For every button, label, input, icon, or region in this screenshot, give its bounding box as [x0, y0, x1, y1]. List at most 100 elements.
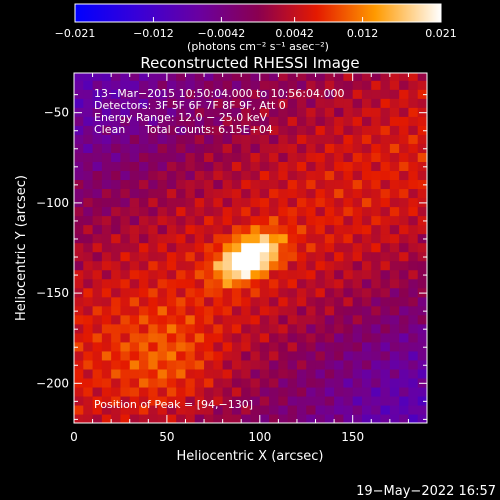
heatmap-cell	[315, 80, 326, 90]
heatmap-cell	[371, 107, 382, 117]
heatmap-cell	[111, 89, 122, 99]
heatmap-cell	[361, 206, 372, 217]
heatmap-cell	[315, 224, 326, 235]
heatmap-cell	[74, 377, 84, 388]
heatmap-cell	[83, 386, 94, 397]
heatmap-cell	[361, 314, 372, 325]
heatmap-image	[74, 73, 427, 423]
heatmap-cell	[324, 314, 335, 325]
heatmap-cell	[259, 377, 270, 388]
heatmap-cell	[204, 197, 214, 208]
heatmap-cell	[194, 233, 205, 244]
heatmap-cell	[157, 179, 168, 190]
heatmap-cell	[250, 215, 261, 226]
heatmap-cell	[371, 377, 382, 388]
heatmap-cell	[129, 341, 140, 352]
heatmap-cell	[352, 296, 363, 307]
heatmap-cell	[296, 386, 307, 397]
heatmap-cell	[101, 233, 112, 244]
heatmap-cell	[92, 116, 103, 126]
heatmap-cell	[157, 73, 168, 81]
heatmap-cell	[241, 233, 252, 244]
heatmap-cell	[343, 332, 354, 343]
heatmap-cell	[352, 305, 363, 316]
heatmap-cell	[287, 413, 298, 423]
heatmap-cell	[389, 305, 400, 316]
heatmap-cell	[213, 305, 224, 316]
heatmap-cell	[231, 350, 242, 361]
heatmap-cell	[324, 107, 335, 117]
heatmap-cell	[315, 332, 326, 343]
heatmap-cell	[380, 278, 391, 289]
heatmap-cell	[241, 215, 252, 226]
heatmap-cell	[306, 116, 317, 126]
heatmap-cell	[74, 395, 84, 406]
heatmap-cell	[176, 260, 187, 271]
heatmap-cell	[408, 395, 419, 406]
detectors-label: Detectors: 3F 5F 6F 7F 8F 9F, Att 0	[94, 99, 286, 112]
heatmap-cell	[166, 197, 177, 208]
heatmap-cell	[315, 395, 326, 406]
heatmap-cell	[166, 404, 177, 415]
heatmap-cell	[139, 404, 149, 415]
heatmap-cell	[222, 296, 233, 307]
heatmap-cell	[185, 107, 196, 117]
heatmap-cell	[241, 368, 252, 379]
heatmap-cell	[361, 224, 372, 235]
heatmap-cell	[231, 73, 242, 81]
heatmap-cell	[380, 98, 391, 108]
heatmap-cell	[380, 350, 391, 361]
heatmap-cell	[296, 188, 307, 199]
heatmap-cell	[204, 332, 214, 343]
heatmap-cell	[213, 206, 224, 217]
heatmap-cell	[185, 89, 196, 99]
heatmap-cell	[120, 107, 131, 117]
heatmap-cell	[139, 116, 149, 126]
heatmap-cell	[157, 314, 168, 325]
heatmap-cell	[139, 305, 149, 316]
heatmap-cell	[83, 242, 94, 253]
heatmap-cell	[259, 134, 270, 144]
heatmap-cell	[213, 215, 224, 226]
heatmap-cell	[241, 251, 252, 262]
heatmap-cell	[92, 233, 103, 244]
heatmap-cell	[417, 278, 427, 289]
heatmap-cell	[120, 215, 131, 226]
heatmap-cell	[343, 269, 354, 280]
heatmap-cell	[148, 161, 159, 172]
heatmap-cell	[120, 386, 131, 397]
heatmap-cell	[352, 323, 363, 334]
heatmap-cell	[213, 125, 224, 135]
heatmap-cell	[371, 152, 382, 162]
heatmap-cell	[241, 80, 252, 90]
heatmap-cell	[278, 395, 289, 406]
heatmap-cell	[408, 332, 419, 343]
heatmap-cell	[185, 287, 196, 298]
heatmap-cell	[334, 233, 344, 244]
heatmap-cell	[324, 161, 335, 172]
heatmap-cell	[222, 350, 233, 361]
heatmap-cell	[157, 233, 168, 244]
heatmap-cell	[287, 287, 298, 298]
heatmap-cell	[408, 251, 419, 262]
heatmap-cell	[408, 359, 419, 370]
heatmap-cell	[213, 134, 224, 144]
heatmap-cell	[371, 188, 382, 199]
heatmap-cell	[241, 179, 252, 190]
heatmap-cell	[417, 395, 427, 406]
heatmap-cell	[250, 242, 261, 253]
heatmap-cell	[278, 152, 289, 162]
heatmap-cell	[231, 242, 242, 253]
heatmap-cell	[269, 170, 279, 181]
heatmap-cell	[92, 386, 103, 397]
heatmap-cell	[278, 188, 289, 199]
heatmap-cell	[306, 179, 317, 190]
heatmap-cell	[343, 179, 354, 190]
heatmap-cell	[296, 377, 307, 388]
heatmap-cell	[361, 80, 372, 90]
heatmap-cell	[139, 98, 149, 108]
heatmap-cell	[111, 395, 122, 406]
heatmap-cell	[315, 350, 326, 361]
heatmap-cell	[250, 395, 261, 406]
x-tick-label: 150	[341, 430, 364, 444]
